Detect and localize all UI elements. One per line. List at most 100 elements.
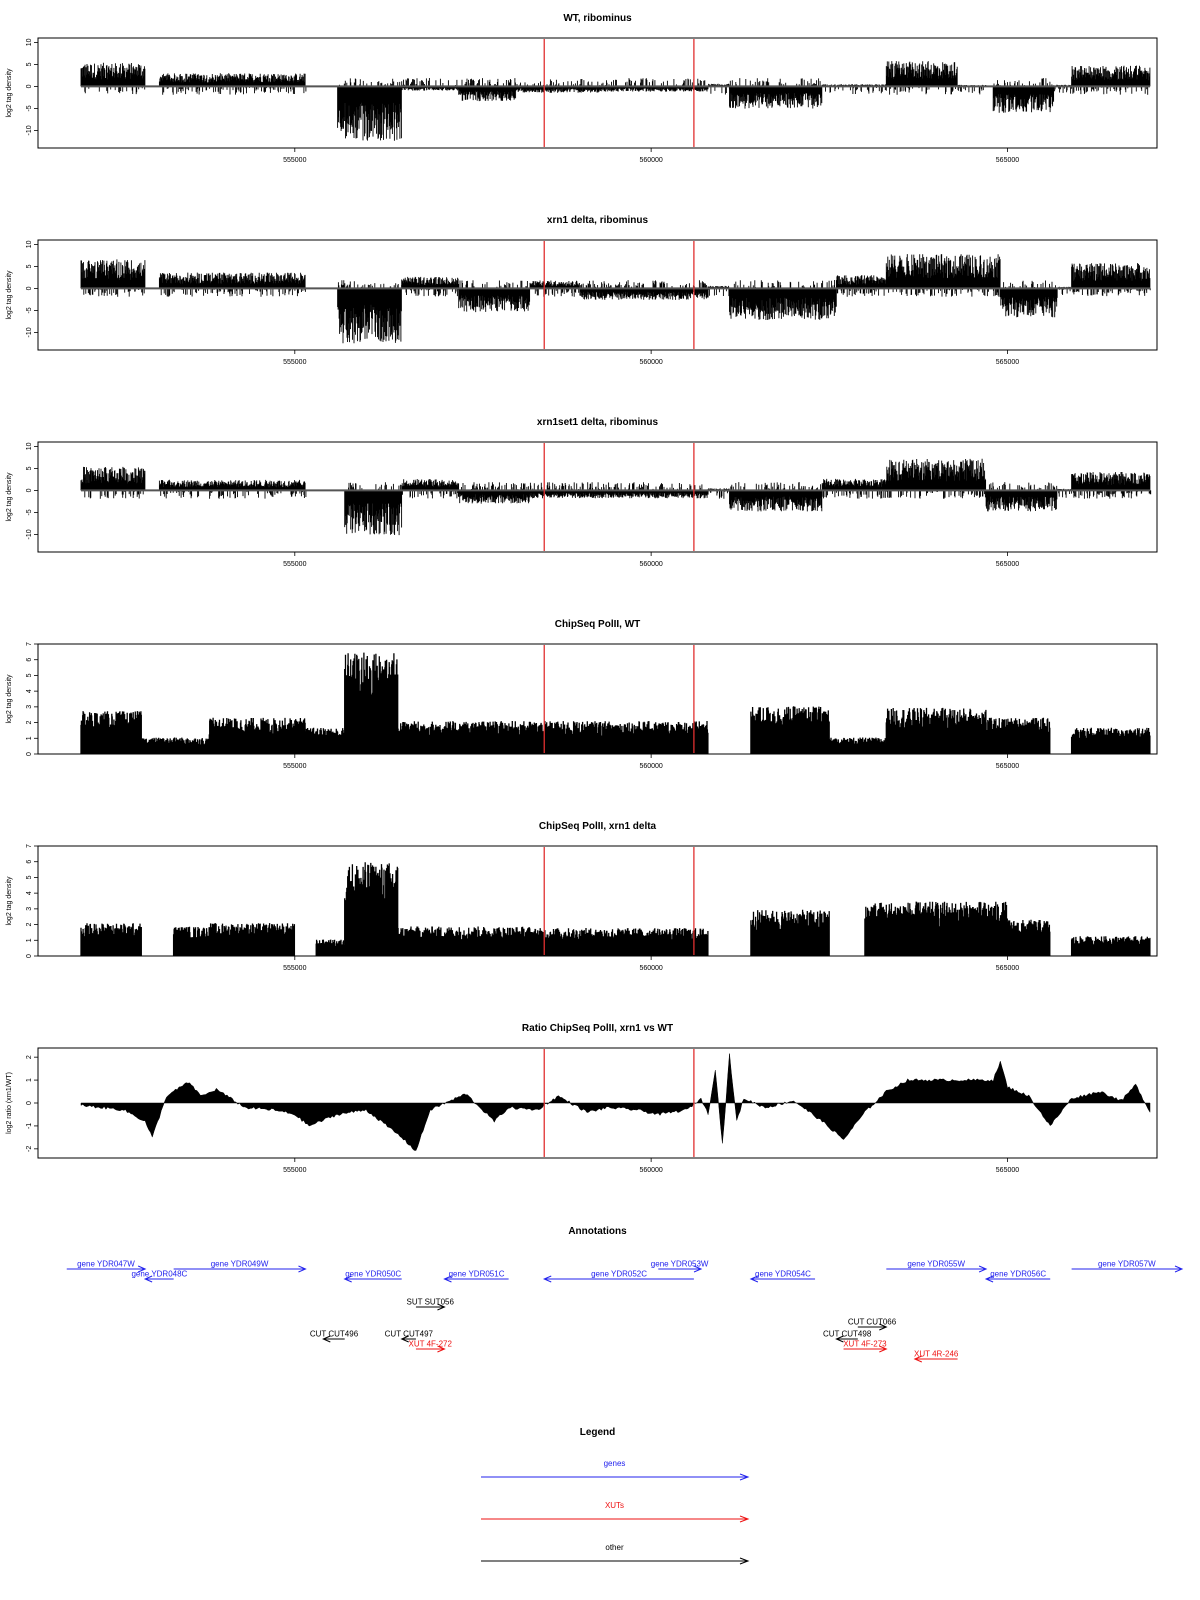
arrowhead (343, 1275, 352, 1283)
feature-gene: gene YDR053W (651, 1260, 709, 1273)
arrowhead (835, 1335, 844, 1343)
series-marks (80, 862, 1151, 957)
signal-segment (729, 78, 823, 109)
y-tick-label: -10 (26, 125, 33, 135)
y-tick-label: -5 (26, 105, 33, 111)
y-axis-label: log2 tag density (6, 270, 13, 320)
x-tick-label: 560000 (639, 965, 662, 972)
signal-segment (304, 727, 346, 754)
y-tick-label: 2 (26, 721, 33, 725)
signal-segment (397, 926, 531, 956)
x-tick-label: 555000 (283, 1167, 306, 1174)
signal-segment (885, 61, 959, 95)
y-tick-label: 3 (26, 907, 33, 911)
signal-segment (158, 479, 307, 499)
feature-xut: XUT 4F-272 (408, 1340, 452, 1353)
legend-item: XUTs (481, 1501, 750, 1523)
arrowhead (298, 1265, 307, 1273)
panel-6: Ratio ChipSeq PolII, xrn1 vs WT -2 -1 0 1 2 lo… (6, 1023, 1158, 1174)
x-tick-label: 565000 (996, 157, 1019, 164)
signal-segment (828, 737, 887, 754)
panel-2: xrn1 delta, ribominus -10 -5 0 5 10 log2 tag d… (6, 215, 1158, 366)
y-axis-label: log2 tag density (6, 674, 13, 724)
feature-xut: XUT 4R-246 (913, 1350, 959, 1363)
y-tick-label: 4 (26, 689, 33, 693)
arrowhead (443, 1275, 452, 1283)
arrowhead (693, 1265, 703, 1273)
x-tick-label: 565000 (996, 359, 1019, 366)
y-tick-label: 2 (26, 1055, 33, 1059)
signal-segment (458, 78, 517, 102)
signal-segment (208, 717, 306, 754)
signal-segment (1070, 936, 1151, 956)
signal-segment (529, 482, 709, 499)
signal-segment (80, 923, 142, 956)
feature-gene: gene YDR054C (749, 1270, 816, 1283)
signal-segment (458, 482, 531, 504)
feature-label: CUT CUT498 (823, 1330, 872, 1339)
y-tick-label: 5 (26, 62, 33, 66)
arrowhead (978, 1265, 988, 1273)
legend: Legend (580, 1427, 616, 1438)
signal-segment (529, 721, 709, 754)
plot-frame (37, 239, 1158, 351)
y-tick-label: -5 (26, 307, 33, 313)
signal-segment (864, 901, 1008, 956)
signal-segment (401, 276, 460, 297)
x-tick-label: 560000 (639, 763, 662, 770)
y-tick-label: 5 (26, 875, 33, 879)
signal-segment (1071, 263, 1151, 297)
panel-title: ChipSeq PolII, WT (555, 619, 641, 630)
feature-label: gene YDR052C (591, 1270, 647, 1279)
feature-label: CUT CUT066 (848, 1318, 897, 1327)
panel-title: xrn1 delta, ribominus (547, 215, 649, 226)
signal-segment (529, 928, 709, 956)
signal-segment (172, 926, 210, 956)
arrowhead (913, 1355, 923, 1363)
y-tick-label: -2 (26, 1146, 33, 1152)
arrowhead (400, 1335, 409, 1343)
series-marks (80, 458, 1152, 536)
signal-segment (1006, 919, 1051, 956)
series-marks (80, 61, 1151, 141)
signal-segment (821, 478, 887, 499)
arrowhead (749, 1275, 759, 1283)
signal-segment (80, 711, 142, 754)
legend-title: Legend (580, 1427, 616, 1438)
legend-label: XUTs (605, 1501, 624, 1510)
x-tick-label: 565000 (996, 763, 1019, 770)
signal-segment (401, 479, 460, 499)
y-axis-label: log2 ratio (xrn1/WT) (6, 1072, 13, 1134)
panel-5: ChipSeq PolII, xrn1 delta 0 1 2 3 4 5 6 7 log2 ta… (6, 821, 1158, 972)
feature-label: XUT 4F-272 (408, 1340, 452, 1349)
feature-label: SUT SUT056 (406, 1298, 454, 1307)
x-tick-label: 555000 (283, 561, 306, 568)
y-tick-label: 5 (26, 264, 33, 268)
feature-gene: gene YDR056C (984, 1270, 1051, 1283)
y-tick-label: 10 (26, 240, 33, 248)
signal-segment (80, 62, 146, 95)
feature-gene: gene YDR049W (173, 1260, 307, 1273)
signal-segment (140, 737, 210, 754)
feature-label: gene YDR054C (755, 1270, 811, 1279)
legend-item: genes (481, 1459, 750, 1481)
feature-other: CUT CUT496 (310, 1330, 359, 1343)
panel-3: xrn1set1 delta, ribominus -10 -5 0 5 10 log2 t… (6, 417, 1158, 568)
x-tick-label: 565000 (996, 561, 1019, 568)
feature-label: gene YDR056C (990, 1270, 1046, 1279)
arrowhead (879, 1323, 888, 1331)
x-tick-label: 555000 (283, 157, 306, 164)
arrowhead (739, 1515, 750, 1523)
plot-frame (37, 37, 1158, 149)
signal-segment (337, 280, 403, 344)
y-tick-label: 1 (26, 1078, 33, 1082)
feature-gene: gene YDR047W (66, 1260, 147, 1273)
signal-segment (344, 482, 403, 536)
y-tick-label: 5 (26, 466, 33, 470)
y-axis-label: log2 tag density (6, 68, 13, 118)
signal-segment (158, 272, 306, 297)
y-tick-label: 7 (26, 642, 33, 646)
arrowhead (143, 1275, 153, 1283)
series-marks (80, 1053, 1151, 1151)
feature-gene: gene YDR057W (1071, 1260, 1184, 1273)
